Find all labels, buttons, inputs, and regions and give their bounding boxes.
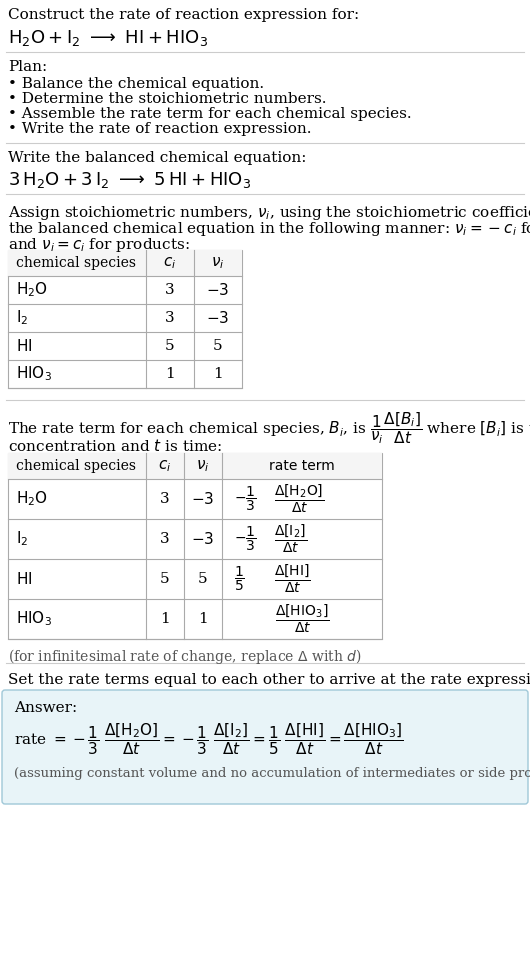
Text: $\mathrm{HIO_3}$: $\mathrm{HIO_3}$ bbox=[16, 365, 52, 384]
Text: $-\dfrac{1}{3}$: $-\dfrac{1}{3}$ bbox=[234, 525, 257, 553]
Text: chemical species: chemical species bbox=[16, 256, 136, 270]
Text: (for infinitesimal rate of change, replace $\Delta$ with $d$): (for infinitesimal rate of change, repla… bbox=[8, 647, 362, 666]
Text: Write the balanced chemical equation:: Write the balanced chemical equation: bbox=[8, 151, 306, 165]
Text: 5: 5 bbox=[165, 339, 175, 353]
Text: $-3$: $-3$ bbox=[206, 282, 229, 298]
Text: $\mathrm{I_2}$: $\mathrm{I_2}$ bbox=[16, 308, 28, 327]
Bar bbox=[8, 453, 382, 479]
FancyBboxPatch shape bbox=[2, 690, 528, 804]
Bar bbox=[8, 250, 242, 276]
Text: 5: 5 bbox=[198, 572, 208, 586]
Text: 1: 1 bbox=[198, 612, 208, 626]
Text: $-\dfrac{1}{3}$: $-\dfrac{1}{3}$ bbox=[234, 485, 257, 513]
Text: The rate term for each chemical species, $B_i$, is $\dfrac{1}{\nu_i}\dfrac{\Delt: The rate term for each chemical species,… bbox=[8, 410, 530, 446]
Text: • Write the rate of reaction expression.: • Write the rate of reaction expression. bbox=[8, 122, 312, 136]
Text: and $\nu_i = c_i$ for products:: and $\nu_i = c_i$ for products: bbox=[8, 236, 190, 254]
Text: $\dfrac{1}{5}$: $\dfrac{1}{5}$ bbox=[234, 565, 245, 593]
Text: rate $= -\dfrac{1}{3}\ \dfrac{\Delta[\mathrm{H_2O}]}{\Delta t}= -\dfrac{1}{3}\ \: rate $= -\dfrac{1}{3}\ \dfrac{\Delta[\ma… bbox=[14, 721, 403, 756]
Text: 5: 5 bbox=[213, 339, 223, 353]
Text: $-3$: $-3$ bbox=[206, 310, 229, 326]
Text: $-3$: $-3$ bbox=[191, 491, 215, 507]
Text: rate term: rate term bbox=[269, 459, 335, 473]
Text: $\mathrm{HIO_3}$: $\mathrm{HIO_3}$ bbox=[16, 610, 52, 629]
Text: $\mathrm{HI}$: $\mathrm{HI}$ bbox=[16, 571, 32, 587]
Text: (assuming constant volume and no accumulation of intermediates or side products): (assuming constant volume and no accumul… bbox=[14, 767, 530, 780]
Text: $\mathrm{H_2O + I_2} \ \longrightarrow \ \mathrm{HI + HIO_3}$: $\mathrm{H_2O + I_2} \ \longrightarrow \… bbox=[8, 28, 208, 48]
Text: 3: 3 bbox=[165, 283, 175, 297]
Text: $\mathrm{H_2O}$: $\mathrm{H_2O}$ bbox=[16, 281, 48, 300]
Bar bbox=[8, 250, 242, 388]
Text: • Balance the chemical equation.: • Balance the chemical equation. bbox=[8, 77, 264, 91]
Text: $\mathrm{I_2}$: $\mathrm{I_2}$ bbox=[16, 530, 28, 549]
Text: chemical species: chemical species bbox=[16, 459, 136, 473]
Text: $\mathrm{3\,H_2O + 3\,I_2} \ \longrightarrow \ \mathrm{5\,HI + HIO_3}$: $\mathrm{3\,H_2O + 3\,I_2} \ \longrighta… bbox=[8, 170, 251, 190]
Text: 5: 5 bbox=[160, 572, 170, 586]
Text: $\mathrm{HI}$: $\mathrm{HI}$ bbox=[16, 338, 32, 354]
Text: • Assemble the rate term for each chemical species.: • Assemble the rate term for each chemic… bbox=[8, 107, 412, 121]
Text: $-3$: $-3$ bbox=[191, 531, 215, 547]
Text: Construct the rate of reaction expression for:: Construct the rate of reaction expressio… bbox=[8, 8, 359, 22]
Text: 1: 1 bbox=[213, 367, 223, 381]
Text: Answer:: Answer: bbox=[14, 701, 77, 715]
Text: 1: 1 bbox=[160, 612, 170, 626]
Bar bbox=[8, 453, 382, 639]
Text: Assign stoichiometric numbers, $\nu_i$, using the stoichiometric coefficients, $: Assign stoichiometric numbers, $\nu_i$, … bbox=[8, 204, 530, 222]
Text: • Determine the stoichiometric numbers.: • Determine the stoichiometric numbers. bbox=[8, 92, 326, 106]
Text: 3: 3 bbox=[160, 532, 170, 546]
Text: 1: 1 bbox=[165, 367, 175, 381]
Text: $\dfrac{\Delta[\mathrm{HI}]}{\Delta t}$: $\dfrac{\Delta[\mathrm{HI}]}{\Delta t}$ bbox=[274, 563, 311, 595]
Text: 3: 3 bbox=[160, 492, 170, 506]
Text: Set the rate terms equal to each other to arrive at the rate expression:: Set the rate terms equal to each other t… bbox=[8, 673, 530, 687]
Text: $\dfrac{\Delta[\mathrm{H_2O}]}{\Delta t}$: $\dfrac{\Delta[\mathrm{H_2O}]}{\Delta t}… bbox=[274, 483, 324, 515]
Text: $\nu_i$: $\nu_i$ bbox=[196, 458, 210, 474]
Text: 3: 3 bbox=[165, 311, 175, 325]
Text: the balanced chemical equation in the following manner: $\nu_i = -c_i$ for react: the balanced chemical equation in the fo… bbox=[8, 220, 530, 238]
Text: $c_i$: $c_i$ bbox=[163, 255, 176, 271]
Text: Plan:: Plan: bbox=[8, 60, 47, 74]
Text: $\dfrac{\Delta[\mathrm{I_2}]}{\Delta t}$: $\dfrac{\Delta[\mathrm{I_2}]}{\Delta t}$ bbox=[274, 523, 307, 555]
Text: $\dfrac{\Delta[\mathrm{HIO_3}]}{\Delta t}$: $\dfrac{\Delta[\mathrm{HIO_3}]}{\Delta t… bbox=[275, 603, 329, 635]
Text: $\mathrm{H_2O}$: $\mathrm{H_2O}$ bbox=[16, 490, 48, 508]
Text: $c_i$: $c_i$ bbox=[158, 458, 172, 474]
Text: concentration and $t$ is time:: concentration and $t$ is time: bbox=[8, 438, 222, 454]
Text: $\nu_i$: $\nu_i$ bbox=[211, 255, 225, 271]
